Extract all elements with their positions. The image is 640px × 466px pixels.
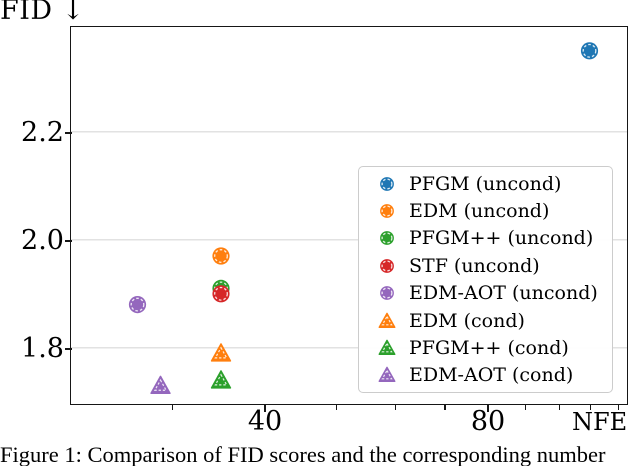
x-tick-mark-minor: [336, 405, 338, 410]
legend-label: PFGM++ (cond): [409, 336, 569, 359]
legend-item-pfgm-uncond: PFGM (uncond): [378, 170, 612, 197]
legend-marker-triangle: [378, 367, 396, 383]
legend: PFGM (uncond) EDM (uncond) PFGM++ (uncond)…: [358, 166, 613, 393]
x-tick-mark-minor: [394, 405, 396, 410]
y-tick-label: 1.8: [21, 332, 64, 364]
legend-label: PFGM++ (uncond): [409, 227, 594, 250]
x-tick-mark-minor: [171, 405, 173, 410]
x-tick-mark-major: [264, 405, 266, 412]
point-edm-cond: [210, 343, 232, 362]
y-tick-mark: [65, 348, 72, 350]
y-tick-mark: [65, 240, 72, 242]
legend-marker-circle: [380, 286, 394, 301]
legend-marker-circle: [380, 258, 394, 273]
legend-item-pfgm-cond: PFGM++ (cond): [378, 334, 612, 361]
x-tick-mark-minor: [525, 405, 527, 410]
scatter-canvas: [71, 42, 627, 395]
legend-marker-triangle: [378, 339, 396, 355]
x-tick-label: 40: [247, 406, 283, 437]
legend-label: EDM-AOT (cond): [409, 364, 574, 387]
y-tick-label: 2.0: [21, 224, 64, 256]
x-tick-mark-minor: [589, 405, 592, 410]
legend-item-edm-uncond: EDM (uncond): [378, 197, 612, 224]
y-tick-label: 2.2: [21, 116, 64, 148]
legend-marker-circle: [380, 231, 394, 246]
x-tick-mark-minor: [559, 405, 561, 410]
legend-marker-triangle: [378, 312, 396, 328]
legend-label: EDM (uncond): [409, 200, 550, 223]
legend-item-stf-uncond: STF (uncond): [378, 252, 612, 279]
point-pfgm-cond: [210, 370, 232, 389]
legend-label: EDM-AOT (uncond): [409, 282, 598, 305]
legend-label: PFGM (uncond): [409, 172, 562, 195]
point-edm-aot-uncond: [128, 296, 147, 314]
y-axis-title: FID ↓: [0, 0, 85, 26]
point-pfgm-uncond: [580, 42, 599, 60]
legend-marker-circle: [380, 176, 394, 191]
x-tick-mark-minor: [444, 405, 446, 410]
figure-caption: Figure 1: Comparison of FID scores and t…: [0, 442, 606, 466]
legend-item-edm-aot-cond: EDM-AOT (cond): [378, 362, 612, 389]
legend-item-edm-aot-uncond: EDM-AOT (uncond): [378, 280, 612, 307]
legend-marker-circle: [380, 204, 394, 218]
point-edm-aot-cond: [150, 375, 171, 395]
y-tick-mark: [65, 132, 72, 134]
point-edm-uncond: [212, 247, 230, 265]
x-tick-label: 80: [470, 406, 506, 437]
legend-label: STF (uncond): [409, 254, 540, 277]
legend-item-pfgm-uncond: PFGM++ (uncond): [378, 225, 612, 252]
x-tick-mark-major: [487, 405, 489, 412]
x-axis-title: NFE: [572, 408, 628, 436]
point-stf-uncond: [212, 285, 230, 303]
legend-label: EDM (cond): [409, 309, 525, 332]
legend-item-edm-cond: EDM (cond): [378, 307, 612, 334]
x-tick-mark-minor: [617, 405, 620, 410]
